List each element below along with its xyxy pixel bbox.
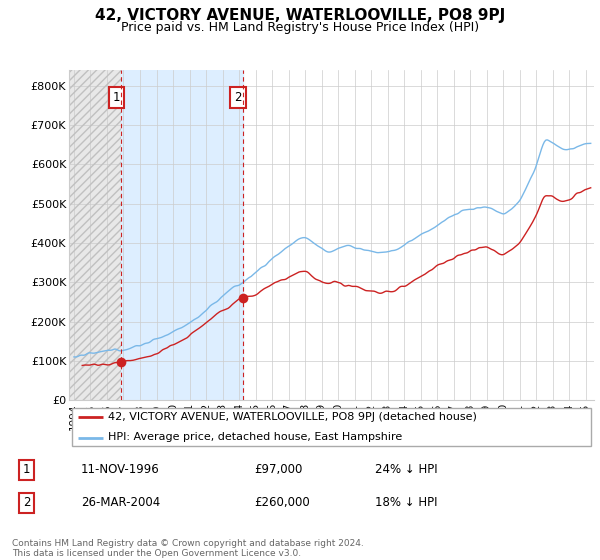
Text: Price paid vs. HM Land Registry's House Price Index (HPI): Price paid vs. HM Land Registry's House …: [121, 21, 479, 34]
Bar: [69, 70, 121, 400]
Text: £97,000: £97,000: [254, 463, 302, 476]
Text: 42, VICTORY AVENUE, WATERLOOVILLE, PO8 9PJ: 42, VICTORY AVENUE, WATERLOOVILLE, PO8 9…: [95, 8, 505, 24]
Text: 42, VICTORY AVENUE, WATERLOOVILLE, PO8 9PJ (detached house): 42, VICTORY AVENUE, WATERLOOVILLE, PO8 9…: [109, 412, 477, 422]
Text: 2: 2: [23, 496, 30, 509]
Text: £260,000: £260,000: [254, 496, 310, 509]
Text: 1: 1: [113, 91, 120, 104]
Bar: [121, 70, 243, 400]
Bar: [69, 70, 121, 400]
FancyBboxPatch shape: [71, 408, 592, 446]
Text: 18% ↓ HPI: 18% ↓ HPI: [375, 496, 437, 509]
Text: HPI: Average price, detached house, East Hampshire: HPI: Average price, detached house, East…: [109, 432, 403, 442]
Text: 2: 2: [235, 91, 242, 104]
Text: 1: 1: [23, 463, 30, 476]
Text: 24% ↓ HPI: 24% ↓ HPI: [375, 463, 437, 476]
Text: Contains HM Land Registry data © Crown copyright and database right 2024.
This d: Contains HM Land Registry data © Crown c…: [12, 539, 364, 558]
Text: 11-NOV-1996: 11-NOV-1996: [81, 463, 160, 476]
Text: 26-MAR-2004: 26-MAR-2004: [81, 496, 160, 509]
